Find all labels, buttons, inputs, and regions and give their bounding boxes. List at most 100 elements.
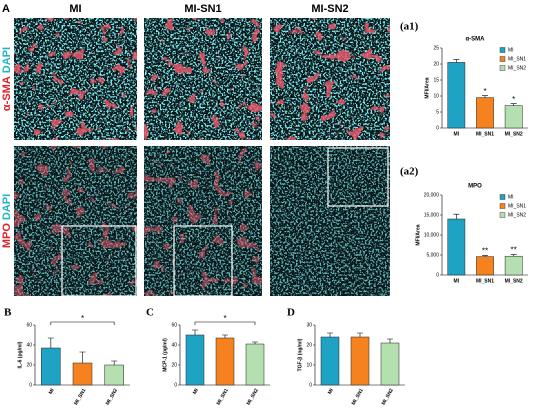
bar xyxy=(476,97,494,129)
bar xyxy=(185,334,205,386)
y-axis-label: MCP-1 (pg/ml) xyxy=(162,338,168,372)
legend-label: MI_SN2 xyxy=(508,65,526,71)
bar xyxy=(215,337,235,386)
chart-title: α-SMA xyxy=(465,37,485,43)
x-tick-label: MI xyxy=(454,131,460,137)
row-label: MPODAPI xyxy=(1,194,13,248)
y-tick-label: 5 xyxy=(436,109,439,115)
column-header: MI-SN1 xyxy=(184,3,221,15)
x-tick-label: MI_SN2 xyxy=(505,278,523,284)
y-tick-label: 10 xyxy=(306,362,312,368)
significance: * xyxy=(483,87,486,96)
x-tick-label: MI_SN1 xyxy=(476,278,494,284)
error-bar xyxy=(327,332,333,337)
significance: ** xyxy=(511,246,517,255)
cell-texture xyxy=(270,146,390,296)
y-tick-label: 0 xyxy=(174,382,177,388)
legend-swatch xyxy=(499,47,506,53)
bracket xyxy=(50,321,115,325)
inset xyxy=(61,225,137,297)
y-tick-label: 0 xyxy=(309,382,312,388)
bar xyxy=(447,62,466,129)
error-bar xyxy=(252,341,258,344)
inset xyxy=(327,147,389,207)
legend-swatch xyxy=(499,212,506,218)
error-bar xyxy=(510,103,517,106)
row-label: α-SMADAPI xyxy=(1,47,13,111)
legend-label: MI_SN2 xyxy=(508,212,526,218)
y-tick-label: 15,000 xyxy=(424,212,440,218)
error-bar xyxy=(192,329,198,335)
x-tick-label: MI_SN1 xyxy=(73,387,87,406)
significance: ** xyxy=(482,247,488,256)
x-tick-label: MI_SN1 xyxy=(216,387,230,406)
y-tick-label: 40 xyxy=(171,342,177,348)
bracket xyxy=(194,321,256,325)
y-tick-label: 30 xyxy=(306,322,312,328)
stain-texture xyxy=(144,18,262,140)
x-tick-label: MI_SN1 xyxy=(476,131,494,137)
error-bar xyxy=(453,213,460,219)
legend-label: MI xyxy=(508,194,514,200)
x-tick-label: MI xyxy=(327,387,335,395)
x-tick-label: MI_SN2 xyxy=(505,131,523,137)
bar xyxy=(320,336,340,386)
legend-swatch xyxy=(499,56,506,62)
y-axis-label: TGF-β (ng/ml) xyxy=(297,338,303,371)
bar xyxy=(447,218,466,276)
bar xyxy=(72,362,93,386)
column-header: MI-SN2 xyxy=(311,3,348,15)
x-tick-label: MI xyxy=(192,387,200,395)
stain-texture xyxy=(14,18,137,140)
significance: * xyxy=(512,95,515,104)
legend-label: MI xyxy=(508,47,514,53)
legend-swatch xyxy=(499,65,506,71)
bar xyxy=(504,255,523,276)
legend-swatch xyxy=(499,203,506,209)
error-bar xyxy=(482,95,488,98)
x-tick-label: MI_SN1 xyxy=(351,387,365,406)
y-tick-label: 0 xyxy=(29,382,32,388)
micrographs xyxy=(14,18,390,297)
legend-label: MI_SN1 xyxy=(508,203,526,209)
error-bar xyxy=(387,338,393,343)
error-bar xyxy=(111,360,118,365)
bar xyxy=(476,256,494,276)
bar xyxy=(245,343,265,386)
y-axis-label: MFI/Area xyxy=(424,77,430,98)
y-tick-label: 20,000 xyxy=(424,192,440,198)
panel-label: C xyxy=(146,307,154,319)
y-tick-label: 20 xyxy=(26,362,32,368)
x-tick-label: MI_SN2 xyxy=(246,387,260,406)
legend-label: MI_SN1 xyxy=(508,56,526,62)
error-bar xyxy=(222,334,228,338)
x-tick-label: MI xyxy=(454,278,460,284)
y-tick-label: 0 xyxy=(436,125,439,131)
panel-label: (a1) xyxy=(400,21,419,33)
x-tick-label: MI_SN2 xyxy=(105,387,119,406)
bracket-label: * xyxy=(223,314,226,323)
chart-title: MPO xyxy=(468,184,482,190)
y-tick-label: 60 xyxy=(171,322,177,328)
bracket-label: * xyxy=(81,314,84,323)
y-tick-label: 60 xyxy=(26,322,32,328)
y-axis-label: MFI/Area xyxy=(415,224,421,245)
error-bar xyxy=(357,332,363,337)
bar xyxy=(41,347,61,386)
column-header: MI xyxy=(69,3,81,15)
y-tick-label: 10 xyxy=(433,93,439,99)
y-tick-label: 0 xyxy=(436,272,439,278)
y-tick-label: 10,000 xyxy=(424,232,440,238)
bar xyxy=(350,336,370,386)
error-bar xyxy=(482,255,488,257)
bar xyxy=(104,364,124,386)
y-tick-label: 5,000 xyxy=(426,252,439,258)
panel-label: (a2) xyxy=(400,166,419,178)
bar xyxy=(504,105,523,129)
legend-swatch xyxy=(499,194,506,200)
inset xyxy=(173,225,233,297)
panel-label: D xyxy=(287,307,295,319)
panel-label: B xyxy=(4,307,12,319)
y-axis-label: IL-6 (pg/ml) xyxy=(17,341,23,368)
